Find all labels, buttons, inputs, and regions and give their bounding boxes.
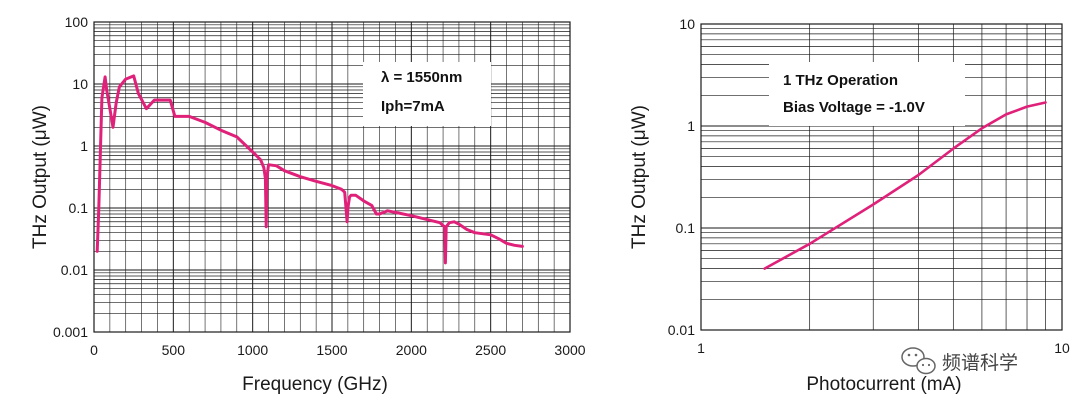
series-line [95, 74, 524, 265]
x-tick-label: 2000 [396, 342, 427, 358]
annotation-operation: 1 THz Operation [783, 72, 898, 89]
annotation-box-left [363, 62, 491, 126]
x-tick-label: 0 [90, 342, 98, 358]
watermark: 频谱科学 [901, 347, 1018, 375]
y-tick-label: 0.1 [676, 220, 696, 236]
annotation-box-right [769, 62, 965, 126]
chart-frequency-response: λ = 1550nm Iph=7mA 0 500 1000 1500 2000 2500 3… [30, 14, 586, 395]
series-line [763, 101, 1047, 270]
x-tick-label: 1 [697, 340, 705, 356]
wechat-icon [901, 347, 936, 375]
plot-frame-left [93, 21, 571, 333]
y-axis-title-right: THz Output (μW) [629, 105, 650, 249]
watermark-text: 频谱科学 [942, 352, 1018, 374]
x-tick-label: 2500 [475, 342, 506, 358]
annotation-wavelength: λ = 1550nm [381, 69, 462, 86]
y-tick-label: 10 [679, 16, 695, 32]
y-tick-label: 100 [65, 14, 89, 30]
annotation-bias-voltage: Bias Voltage = -1.0V [783, 99, 925, 116]
x-axis-title-right: Photocurrent (mA) [806, 374, 961, 395]
x-tick-label: 10 [1054, 340, 1070, 356]
x-tick-label: 3000 [554, 342, 585, 358]
x-axis-title-left: Frequency (GHz) [242, 374, 388, 395]
x-tick-label: 500 [162, 342, 186, 358]
y-tick-label: 0.001 [53, 324, 88, 340]
y-tick-label: 0.01 [668, 322, 695, 338]
chart-photocurrent-response: 1 THz Operation Bias Voltage = -1.0V 1 10… [629, 16, 1070, 395]
y-tick-label: 0.1 [69, 200, 89, 216]
x-tick-label: 1500 [316, 342, 347, 358]
y-tick-label: 1 [80, 138, 88, 154]
annotation-photocurrent: Iph=7mA [381, 98, 445, 115]
y-axis-title-left: THz Output (μW) [30, 105, 51, 249]
y-tick-label: 10 [72, 76, 88, 92]
y-tick-label: 1 [687, 118, 695, 134]
x-tick-label: 1000 [237, 342, 268, 358]
y-tick-label: 0.01 [61, 262, 88, 278]
plot-frame-right [700, 23, 1063, 331]
